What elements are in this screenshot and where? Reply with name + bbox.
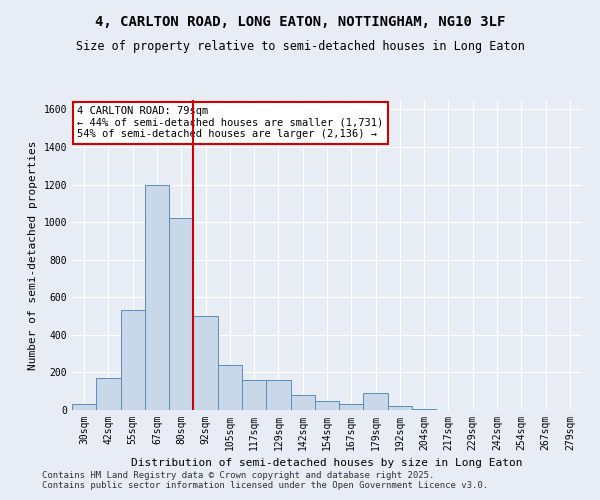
Bar	[145, 184, 169, 410]
Bar	[339, 404, 364, 410]
Bar	[266, 380, 290, 410]
Text: Contains HM Land Registry data © Crown copyright and database right 2025.
Contai: Contains HM Land Registry data © Crown c…	[42, 470, 488, 490]
Bar	[412, 409, 436, 410]
Bar	[72, 404, 96, 410]
Bar	[388, 406, 412, 410]
Text: 4, CARLTON ROAD, LONG EATON, NOTTINGHAM, NG10 3LF: 4, CARLTON ROAD, LONG EATON, NOTTINGHAM,…	[95, 15, 505, 29]
Bar	[96, 378, 121, 410]
Bar	[218, 365, 242, 410]
Text: Size of property relative to semi-detached houses in Long Eaton: Size of property relative to semi-detach…	[76, 40, 524, 53]
X-axis label: Distribution of semi-detached houses by size in Long Eaton: Distribution of semi-detached houses by …	[131, 458, 523, 468]
Bar	[315, 400, 339, 410]
Bar	[242, 380, 266, 410]
Bar	[193, 316, 218, 410]
Bar	[364, 393, 388, 410]
Bar	[121, 310, 145, 410]
Bar	[169, 218, 193, 410]
Bar	[290, 395, 315, 410]
Text: 4 CARLTON ROAD: 79sqm
← 44% of semi-detached houses are smaller (1,731)
54% of s: 4 CARLTON ROAD: 79sqm ← 44% of semi-deta…	[77, 106, 383, 140]
Y-axis label: Number of semi-detached properties: Number of semi-detached properties	[28, 140, 38, 370]
